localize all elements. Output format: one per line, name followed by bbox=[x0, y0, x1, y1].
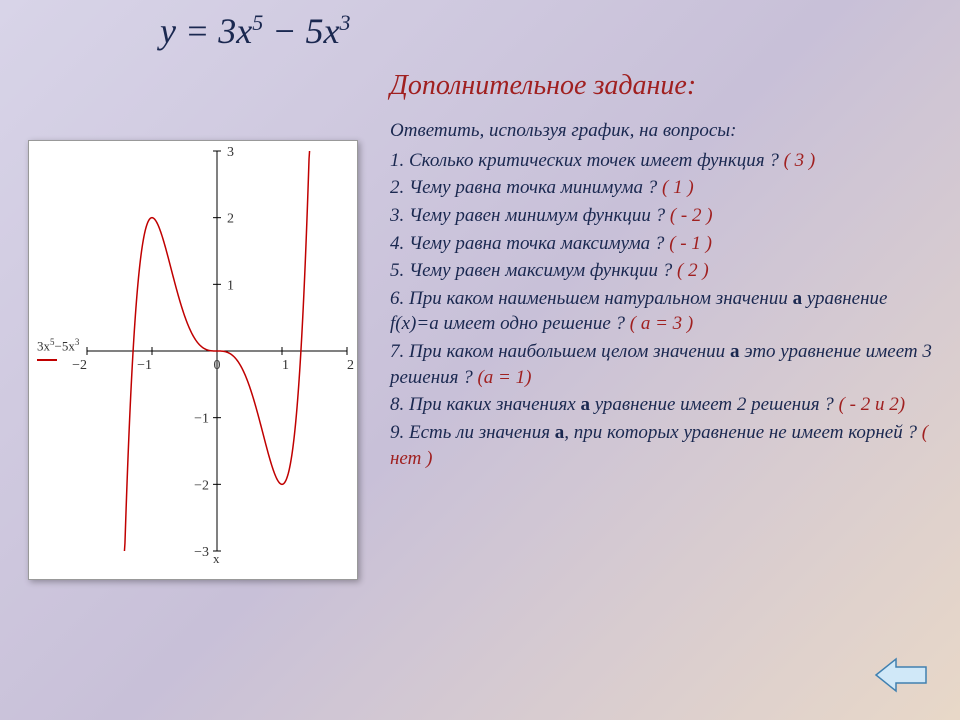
question-item: 9. Есть ли значения а, при которых уравн… bbox=[390, 420, 934, 471]
question-item: 4. Чему равна точка максимума ? ( - 1 ) bbox=[390, 231, 934, 257]
question-answer: (а = 1) bbox=[477, 367, 531, 388]
question-answer: ( - 2 и 2) bbox=[839, 394, 905, 415]
question-answer: ( нет ) bbox=[390, 422, 928, 469]
graph-legend-line bbox=[37, 359, 57, 361]
svg-text:1: 1 bbox=[282, 358, 289, 373]
back-arrow-button[interactable] bbox=[874, 653, 930, 702]
function-graph: −2 −1 0 1 2 −3 −2 −1 1 2 3 bbox=[29, 141, 359, 581]
section-title: Дополнительное задание: bbox=[390, 70, 696, 102]
svg-text:−1: −1 bbox=[194, 412, 209, 427]
svg-text:1: 1 bbox=[227, 278, 234, 293]
graph-panel: −2 −1 0 1 2 −3 −2 −1 1 2 3 3x5−5x3 x bbox=[28, 140, 358, 580]
svg-text:−2: −2 bbox=[194, 478, 209, 493]
back-arrow-icon bbox=[874, 653, 930, 697]
question-item: 2. Чему равна точка минимума ? ( 1 ) bbox=[390, 175, 934, 201]
svg-text:2: 2 bbox=[347, 358, 354, 373]
questions-block: Ответить, используя график, на вопросы: … bbox=[390, 118, 934, 473]
graph-legend-label: 3x5−5x3 bbox=[37, 337, 79, 354]
svg-text:−2: −2 bbox=[72, 358, 87, 373]
svg-text:2: 2 bbox=[227, 212, 234, 227]
question-item: 1. Сколько критических точек имеет функц… bbox=[390, 148, 934, 174]
questions-intro: Ответить, используя график, на вопросы: bbox=[390, 118, 934, 144]
question-answer: ( - 1 ) bbox=[669, 233, 712, 254]
svg-text:3: 3 bbox=[227, 145, 234, 160]
question-item: 6. При каком наименьшем натуральном знач… bbox=[390, 286, 934, 337]
svg-text:−1: −1 bbox=[137, 358, 152, 373]
question-item: 8. При каких значениях а уравнение имеет… bbox=[390, 392, 934, 418]
question-answer: ( 1 ) bbox=[662, 177, 694, 198]
x-axis-label: x bbox=[213, 551, 220, 567]
question-answer: ( - 2 ) bbox=[670, 205, 713, 226]
svg-text:−3: −3 bbox=[194, 545, 209, 560]
question-answer: ( 2 ) bbox=[677, 260, 709, 281]
svg-text:0: 0 bbox=[214, 358, 221, 373]
question-answer: ( а = 3 ) bbox=[630, 313, 693, 334]
question-item: 3. Чему равен минимум функции ? ( - 2 ) bbox=[390, 203, 934, 229]
main-equation: y = 3x5 − 5x3 bbox=[160, 10, 351, 52]
question-answer: ( 3 ) bbox=[784, 150, 816, 171]
question-item: 5. Чему равен максимум функции ? ( 2 ) bbox=[390, 258, 934, 284]
question-item: 7. При каком наибольшем целом значении а… bbox=[390, 339, 934, 390]
